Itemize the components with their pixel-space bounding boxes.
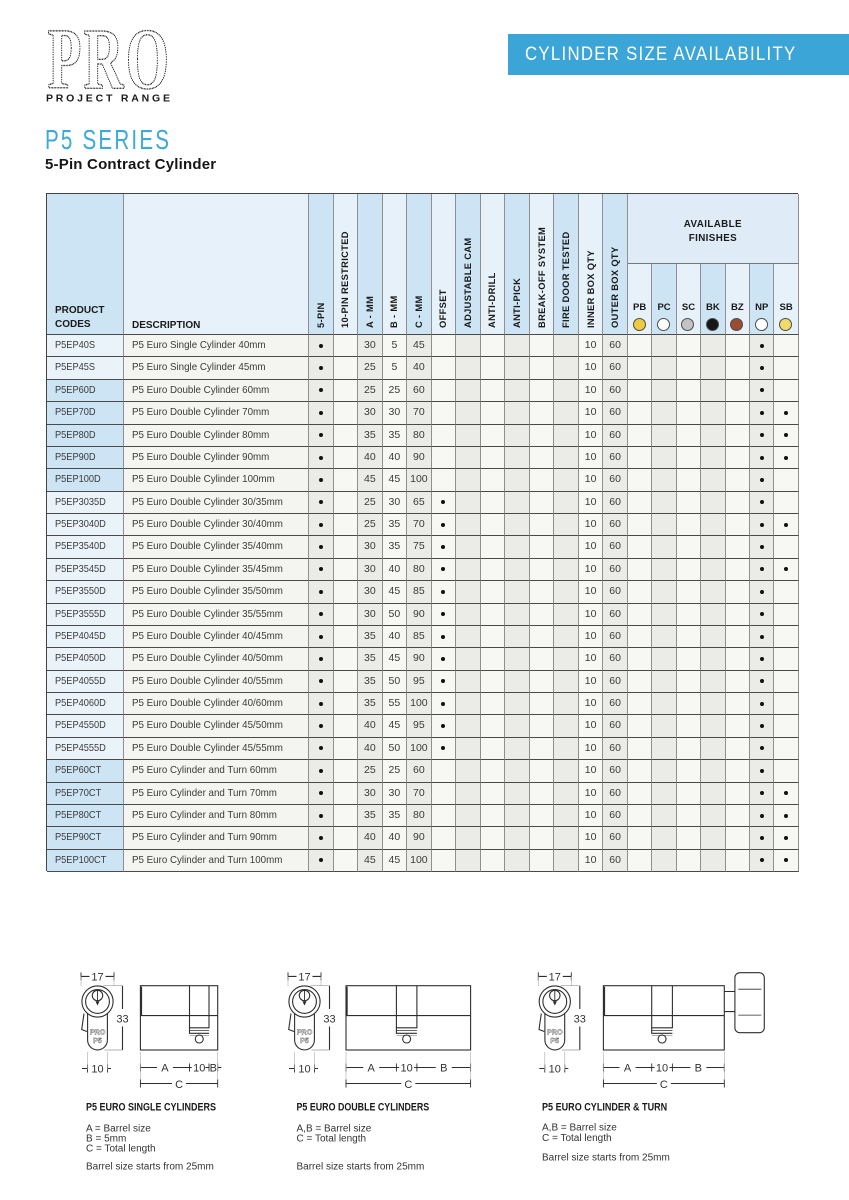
svg-text:33: 33 [323,1014,335,1026]
svg-text:A: A [624,1063,632,1075]
svg-text:B: B [695,1063,702,1075]
svg-text:10: 10 [298,1063,310,1075]
svg-text:A: A [368,1063,376,1075]
svg-text:17: 17 [91,971,103,983]
svg-text:PRO: PRO [90,1028,106,1037]
svg-text:10: 10 [656,1063,668,1075]
svg-text:10: 10 [401,1063,413,1075]
svg-text:P5 EURO DOUBLE CYLINDERS: P5 EURO DOUBLE CYLINDERS [297,1102,430,1114]
svg-text:Barrel size starts from 25mm: Barrel size starts from 25mm [542,1152,670,1163]
svg-text:C = Total length: C = Total length [542,1133,612,1144]
svg-text:10: 10 [91,1063,103,1075]
svg-text:33: 33 [574,1014,586,1026]
svg-text:17: 17 [549,971,561,983]
svg-text:17: 17 [298,971,310,983]
svg-text:PRO: PRO [48,26,172,106]
svg-text:PROJECT RANGE: PROJECT RANGE [46,93,173,105]
svg-text:C = Total length: C = Total length [297,1134,367,1145]
svg-text:A = Barrel size: A = Barrel size [86,1124,151,1135]
svg-text:C: C [175,1079,183,1091]
svg-text:33: 33 [116,1014,128,1026]
svg-text:P5: P5 [93,1036,102,1045]
svg-text:C = Total length: C = Total length [86,1144,156,1155]
svg-text:B = 5mm: B = 5mm [86,1134,126,1145]
svg-text:10: 10 [193,1063,205,1075]
svg-text:PRO: PRO [547,1028,563,1037]
svg-text:A: A [161,1063,169,1075]
svg-text:10: 10 [549,1063,561,1075]
svg-text:P5 EURO CYLINDER & TURN: P5 EURO CYLINDER & TURN [542,1102,667,1114]
svg-text:B: B [440,1063,447,1075]
svg-text:B: B [210,1063,217,1075]
svg-text:P5: P5 [300,1036,309,1045]
svg-text:Barrel size starts from 25mm: Barrel size starts from 25mm [86,1161,214,1172]
svg-text:P5: P5 [550,1036,559,1045]
svg-text:P5 EURO SINGLE CYLINDERS: P5 EURO SINGLE CYLINDERS [86,1102,216,1114]
svg-text:C: C [404,1079,412,1091]
svg-text:A,B = Barrel size: A,B = Barrel size [297,1124,372,1135]
svg-text:PRO: PRO [297,1028,313,1037]
svg-text:A,B = Barrel size: A,B = Barrel size [542,1122,617,1133]
svg-text:C: C [660,1079,668,1091]
svg-text:Barrel size starts from 25mm: Barrel size starts from 25mm [297,1161,425,1172]
